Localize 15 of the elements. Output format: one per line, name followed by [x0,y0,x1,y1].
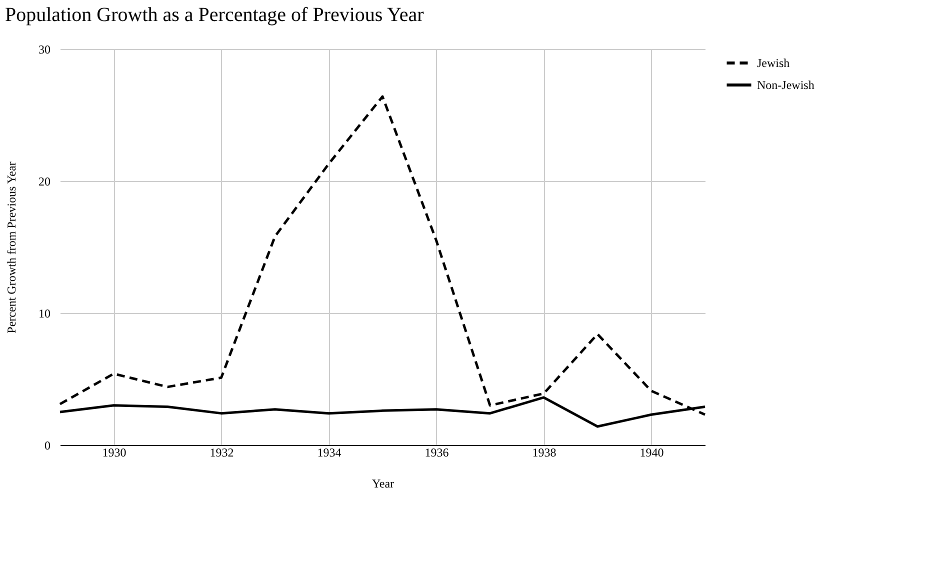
y-tick-label: 0 [44,438,50,452]
x-axis-title: Year [372,476,394,490]
legend-label: Jewish [757,56,790,70]
x-tick-label: 1932 [210,446,234,460]
y-tick-label: 30 [38,42,50,56]
x-tick-label: 1938 [532,446,556,460]
y-axis-title: Percent Growth from Previous Year [4,162,18,334]
x-tick-label: 1940 [640,446,664,460]
legend-label: Non-Jewish [757,78,814,92]
y-tick-label: 20 [38,174,50,188]
x-tick-label: 1936 [424,446,449,460]
y-tick-label: 10 [38,306,50,320]
chart-title: Population Growth as a Percentage of Previous Year [5,4,424,26]
x-tick-label: 1934 [317,446,342,460]
x-tick-label: 1930 [102,446,126,460]
